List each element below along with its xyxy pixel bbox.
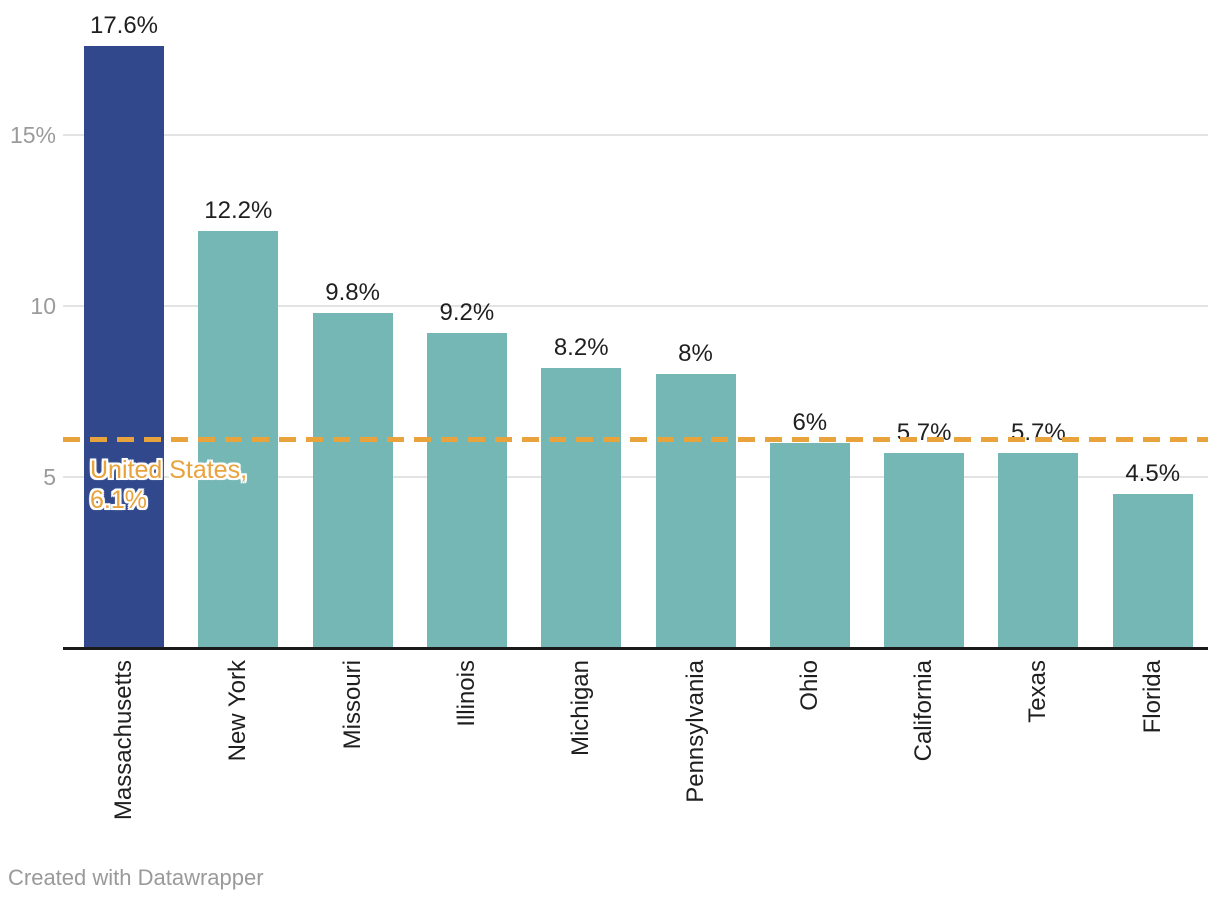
x-axis-label-ohio: Ohio bbox=[795, 660, 823, 711]
bar-massachusetts[interactable] bbox=[84, 46, 164, 648]
bar-value-label: 12.2% bbox=[204, 196, 273, 224]
bar-california[interactable] bbox=[884, 453, 965, 648]
credit-line: Created with Datawrapper bbox=[8, 864, 264, 892]
bar-value-label: 5.7% bbox=[896, 419, 952, 447]
gridline-5 bbox=[63, 476, 1208, 478]
bar-value-label: 17.6% bbox=[89, 12, 159, 40]
x-axis-label-illinois: Illinois bbox=[452, 660, 480, 727]
bar-value-label: 6% bbox=[792, 408, 828, 436]
x-axis-label-michigan: Michigan bbox=[567, 660, 595, 757]
reference-label-line: 6.1% bbox=[90, 486, 147, 515]
x-axis-label-florida: Florida bbox=[1138, 660, 1166, 734]
x-axis-label-california: California bbox=[910, 660, 938, 762]
bar-value-label: 4.5% bbox=[1125, 460, 1181, 488]
gridline-10 bbox=[63, 305, 1208, 307]
x-axis-label-new-york: New York bbox=[224, 660, 252, 762]
reference-line-label: United States, 6.1% bbox=[90, 455, 247, 515]
bar-missouri[interactable] bbox=[312, 312, 393, 648]
reference-line bbox=[63, 437, 1208, 443]
bar-value-label: 8.2% bbox=[553, 333, 609, 361]
bar-florida[interactable] bbox=[1112, 494, 1193, 648]
gridline-15 bbox=[63, 134, 1208, 136]
bar-value-label: 9.8% bbox=[325, 278, 380, 306]
bar-pennsylvania[interactable] bbox=[655, 374, 736, 648]
datawrapper-credit-link[interactable]: Created with Datawrapper bbox=[8, 865, 264, 890]
reference-label-line: United States, bbox=[90, 456, 248, 485]
x-axis-label-missouri: Missouri bbox=[338, 660, 366, 750]
x-axis-label-massachusetts: Massachusetts bbox=[110, 660, 137, 821]
x-axis-label-texas: Texas bbox=[1024, 660, 1052, 723]
bar-illinois[interactable] bbox=[426, 333, 507, 648]
bar-ohio[interactable] bbox=[769, 442, 850, 648]
bar-value-label: 5.7% bbox=[1011, 419, 1066, 447]
bar-texas[interactable] bbox=[998, 453, 1079, 648]
bar-value-label: 9.2% bbox=[439, 299, 495, 327]
y-axis-tick-label: 10 bbox=[30, 293, 56, 319]
y-axis-tick-label: 5 bbox=[43, 464, 56, 490]
x-axis-baseline bbox=[63, 647, 1208, 650]
x-axis-label-pennsylvania: Pennsylvania bbox=[681, 660, 709, 803]
y-axis-tick-label: 15% bbox=[9, 122, 56, 148]
bar-value-label: 8% bbox=[678, 340, 713, 368]
bar-michigan[interactable] bbox=[541, 367, 622, 648]
